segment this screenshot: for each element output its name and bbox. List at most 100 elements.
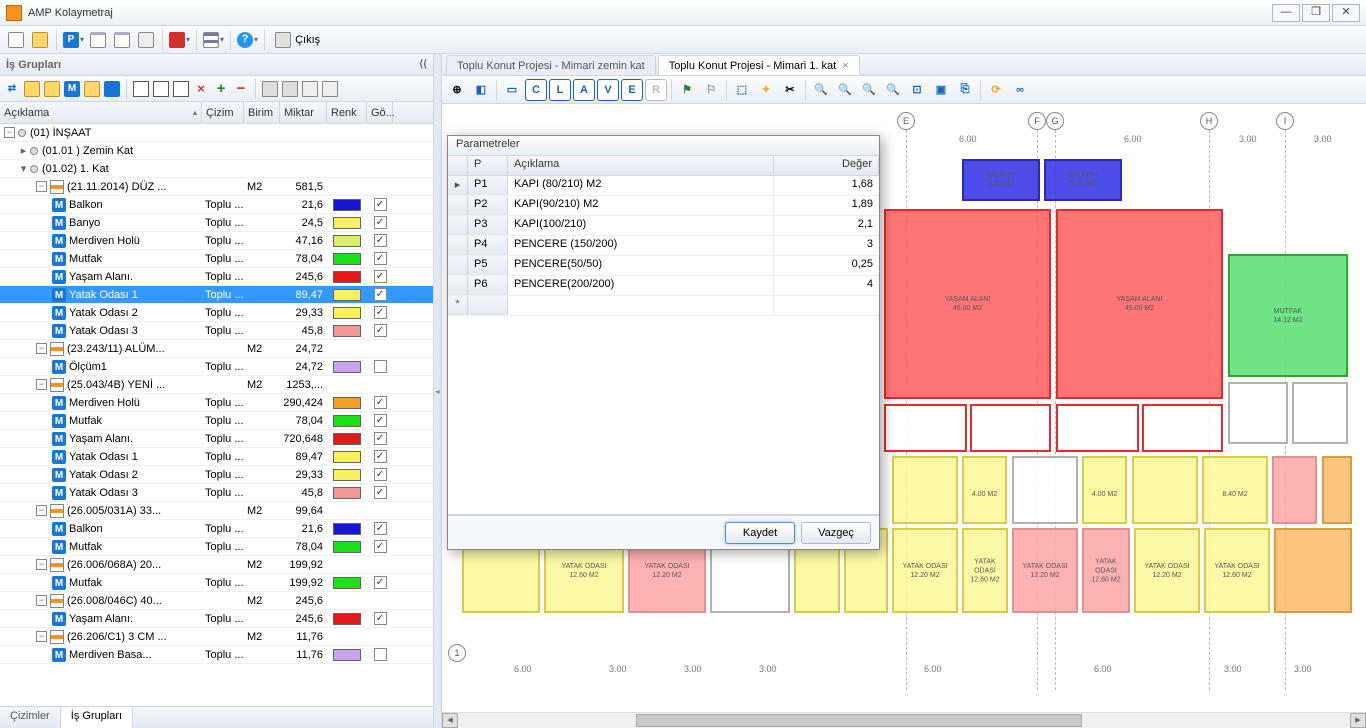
- col-p[interactable]: P: [468, 156, 508, 175]
- visibility-checkbox[interactable]: ✓: [374, 234, 387, 247]
- red-action-button[interactable]: ▾: [168, 29, 191, 51]
- tree-row[interactable]: −(26.206/C1) 3 CM ...M211,76: [0, 628, 433, 646]
- tab-cizimler[interactable]: Çizimler: [0, 707, 61, 728]
- copy-icon[interactable]: [302, 81, 318, 97]
- tree-row[interactable]: MYatak Odası 3Toplu ...45,8✓: [0, 322, 433, 340]
- visibility-checkbox[interactable]: ✓: [374, 306, 387, 319]
- dt-layer-icon[interactable]: ▣: [930, 79, 952, 101]
- settings-button[interactable]: [135, 29, 157, 51]
- visibility-checkbox[interactable]: ✓: [374, 522, 387, 535]
- tree-row[interactable]: MMutfakToplu ...78,04✓: [0, 412, 433, 430]
- tab-close-icon[interactable]: ×: [842, 60, 848, 72]
- tree1-icon[interactable]: [24, 81, 40, 97]
- print-icon[interactable]: [262, 81, 278, 97]
- room[interactable]: YATAK ODASI12.20 M2: [1134, 528, 1200, 613]
- project-button[interactable]: P▾: [62, 29, 85, 51]
- delete-icon[interactable]: ×: [193, 81, 209, 97]
- col-p-deger[interactable]: Değer: [774, 156, 879, 175]
- tree-row[interactable]: MYatak Odası 2Toplu ...29,33✓: [0, 466, 433, 484]
- room[interactable]: [1274, 528, 1352, 613]
- list-button[interactable]: ▾: [202, 29, 225, 51]
- exit-button[interactable]: Çıkış: [270, 29, 325, 51]
- dt-zoomin-icon[interactable]: 🔍: [810, 79, 832, 101]
- tree-row[interactable]: MMutfakToplu ...78,04✓: [0, 538, 433, 556]
- dt-letter-V[interactable]: V: [597, 79, 619, 101]
- tree-row[interactable]: −(26.005/031A) 33...M299,64: [0, 502, 433, 520]
- tree-row[interactable]: MMerdiven Basa...Toplu ...11,76: [0, 646, 433, 664]
- color-swatch[interactable]: [333, 469, 361, 481]
- win2-icon[interactable]: [153, 81, 169, 97]
- doc1-button[interactable]: [87, 29, 109, 51]
- tree-row[interactable]: −(25.043/4B) YENİ ...M21253,...: [0, 376, 433, 394]
- room[interactable]: [1322, 456, 1352, 524]
- tree-row[interactable]: MYatak Odası 2Toplu ...29,33✓: [0, 304, 433, 322]
- win1-icon[interactable]: [133, 81, 149, 97]
- color-swatch[interactable]: [333, 649, 361, 661]
- room[interactable]: 4.00 M2: [1082, 456, 1127, 524]
- room[interactable]: YATAK ODASI12.20 M2: [892, 528, 958, 613]
- col-cizim[interactable]: Çizim: [202, 102, 244, 123]
- dt-target-icon[interactable]: ⊕: [446, 79, 468, 101]
- win3-icon[interactable]: [173, 81, 189, 97]
- dt-ruler-icon[interactable]: ⊡: [906, 79, 928, 101]
- col-aciklama[interactable]: Açıklama▴: [0, 102, 202, 123]
- param-row[interactable]: ▸P1KAPI (80/210) M21,68: [448, 176, 879, 196]
- h-scrollbar[interactable]: ◂▸: [442, 712, 1366, 728]
- visibility-checkbox[interactable]: ✓: [374, 468, 387, 481]
- dt-refresh-icon[interactable]: ⟳: [985, 79, 1007, 101]
- tree-row[interactable]: ▸(01.01 ) Zemin Kat: [0, 142, 433, 160]
- room[interactable]: [1132, 456, 1198, 524]
- color-swatch[interactable]: [333, 253, 361, 265]
- dt-pick-icon[interactable]: ⬚: [731, 79, 753, 101]
- tree-row[interactable]: MYatak Odası 3Toplu ...45,8✓: [0, 484, 433, 502]
- room[interactable]: YATAK ODASI12.60 M2: [1204, 528, 1270, 613]
- color-swatch[interactable]: [333, 451, 361, 463]
- dt-star-icon[interactable]: ✦: [755, 79, 777, 101]
- minimize-button[interactable]: —: [1272, 4, 1300, 22]
- tree-row[interactable]: MYaşam Alanı.Toplu ...720,648✓: [0, 430, 433, 448]
- visibility-checkbox[interactable]: [374, 360, 387, 373]
- room[interactable]: [884, 404, 967, 452]
- param-row[interactable]: P5PENCERE(50/50)0,25: [448, 256, 879, 276]
- room[interactable]: [1292, 382, 1348, 444]
- splitter[interactable]: ◂: [434, 54, 442, 728]
- dt-flag-white-icon[interactable]: ⚐: [700, 79, 722, 101]
- room[interactable]: YATAK ODASI12.60 M2: [1082, 528, 1130, 613]
- dt-copy-icon[interactable]: ⎘: [954, 79, 976, 101]
- color-swatch[interactable]: [333, 217, 361, 229]
- param-row[interactable]: P2KAPI(90/210) M21,89: [448, 196, 879, 216]
- color-swatch[interactable]: [333, 199, 361, 211]
- param-row[interactable]: P3KAPI(100/210)2,1: [448, 216, 879, 236]
- room[interactable]: MUTFAK14.12 M2: [1228, 254, 1348, 377]
- tree-row[interactable]: MYaşam Alanı.Toplu ...245,6✓: [0, 610, 433, 628]
- visibility-checkbox[interactable]: ✓: [374, 540, 387, 553]
- dt-nav-icon[interactable]: ◧: [470, 79, 492, 101]
- room[interactable]: YAŞAM ALANI45.00 M2: [1056, 209, 1223, 399]
- new-button[interactable]: [5, 29, 27, 51]
- dt-flag-green-icon[interactable]: ⚑: [676, 79, 698, 101]
- dt-letter-R[interactable]: R: [645, 79, 667, 101]
- doc-tab[interactable]: Toplu Konut Projesi - Mimari 1. kat×: [658, 55, 860, 75]
- room[interactable]: [1228, 382, 1288, 444]
- color-swatch[interactable]: [333, 289, 361, 301]
- param-row[interactable]: *: [448, 296, 879, 316]
- color-swatch[interactable]: [333, 415, 361, 427]
- room[interactable]: [1142, 404, 1223, 452]
- visibility-checkbox[interactable]: ✓: [374, 432, 387, 445]
- room[interactable]: [1272, 456, 1317, 524]
- dt-zoomwin-icon[interactable]: 🔍: [882, 79, 904, 101]
- visibility-checkbox[interactable]: ✓: [374, 324, 387, 337]
- m-icon[interactable]: M: [64, 81, 80, 97]
- help-button[interactable]: ?▾: [236, 29, 259, 51]
- visibility-checkbox[interactable]: ✓: [374, 612, 387, 625]
- dt-link-icon[interactable]: ∞: [1009, 79, 1031, 101]
- tree-row[interactable]: MMerdiven HolüToplu ...47,16✓: [0, 232, 433, 250]
- paste-icon[interactable]: [322, 81, 338, 97]
- room[interactable]: [892, 456, 958, 524]
- color-swatch[interactable]: [333, 487, 361, 499]
- dt-zoomfit-icon[interactable]: 🔍: [858, 79, 880, 101]
- param-row[interactable]: P4PENCERE (150/200)3: [448, 236, 879, 256]
- color-swatch[interactable]: [333, 325, 361, 337]
- dt-zoomout-icon[interactable]: 🔍: [834, 79, 856, 101]
- color-swatch[interactable]: [333, 361, 361, 373]
